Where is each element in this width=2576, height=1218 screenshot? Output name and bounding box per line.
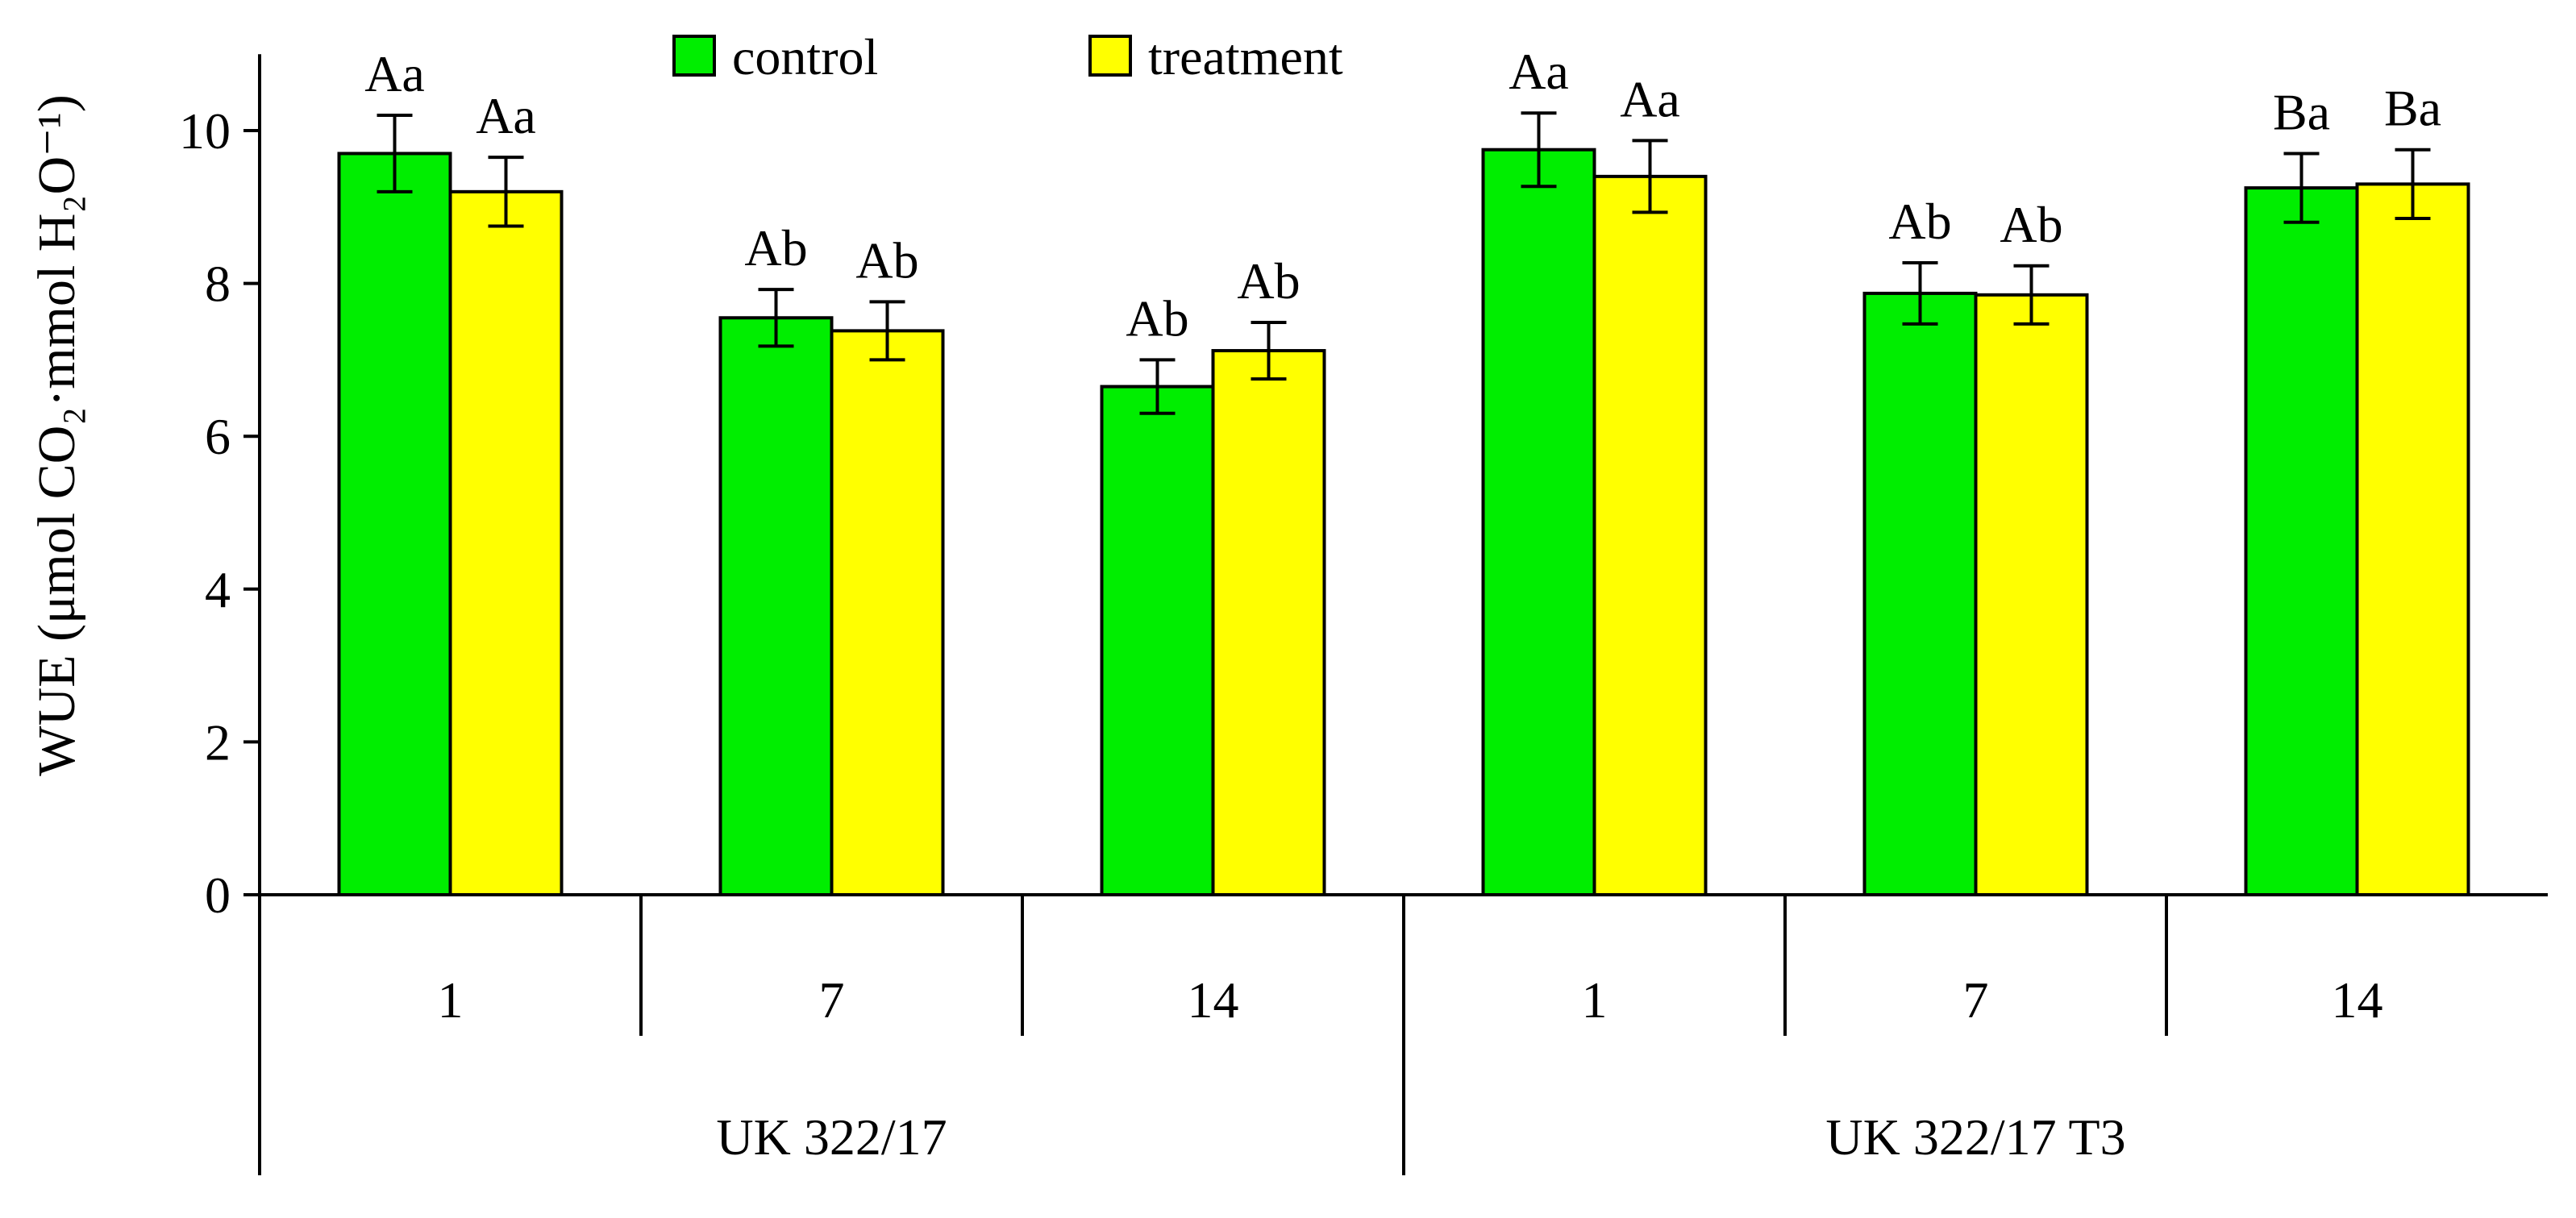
control-legend-label: control [732,28,878,85]
y-axis-title: WUE (μmol CO₂·mmol H₂O⁻¹) [27,94,86,775]
y-tick-label: 2 [205,713,231,771]
treatment-bar [830,329,945,897]
x-category-label: 1 [1582,971,1608,1029]
significance-label: Ab [744,219,807,276]
significance-label: Ab [1888,193,1951,250]
control-bar [2244,186,2359,897]
treatment-bar [448,189,564,896]
significance-label: Aa [476,87,536,144]
legend: control treatment [672,28,1343,85]
significance-label: Aa [364,45,425,102]
control-bar [718,316,834,896]
y-tick-label: 8 [205,256,231,313]
significance-label: Ab [855,231,918,289]
significance-label: Ab [1126,289,1188,347]
significance-labels: Aa Aa Ab Ab Ab Ab Aa Aa Ab Ab Ba Ba [364,43,2441,347]
bars [337,148,2470,897]
y-tick-label: 10 [179,102,231,160]
treatment-bar [1211,349,1326,896]
x-category-label: 7 [819,971,845,1029]
y-tick-label: 6 [205,408,231,465]
significance-label: Ab [2000,196,2062,253]
treatment-bar [2355,182,2470,897]
significance-label: Ba [2384,80,2441,137]
x-axis-labels: 1 7 14 1 7 14 UK 322/17 UK 322/17 T3 [438,971,2383,1166]
x-group-label: UK 322/17 T3 [1825,1108,2125,1166]
treatment-legend-label: treatment [1148,28,1343,85]
control-bar [337,152,452,896]
axes: 0 2 4 6 8 10 [179,54,2548,1175]
treatment-bar [1592,174,1708,896]
y-tick-label: 0 [205,867,231,924]
significance-label: Ab [1237,252,1300,310]
treatment-legend-swatch [1088,35,1132,77]
x-category-label: 14 [2332,971,2383,1029]
control-bar [1100,385,1215,896]
x-category-label: 14 [1188,971,1239,1029]
x-category-label: 7 [1963,971,1989,1029]
significance-label: Ba [2273,83,2330,140]
x-category-label: 1 [438,971,464,1029]
control-bar [1862,291,1978,896]
significance-label: Aa [1509,43,1569,100]
control-bar [1481,148,1596,896]
control-legend-swatch [672,35,716,77]
treatment-bar [1974,293,2089,896]
error-bars [377,111,2431,415]
significance-label: Aa [1620,70,1680,127]
x-group-label: UK 322/17 [716,1108,947,1166]
y-tick-label: 4 [205,561,231,618]
